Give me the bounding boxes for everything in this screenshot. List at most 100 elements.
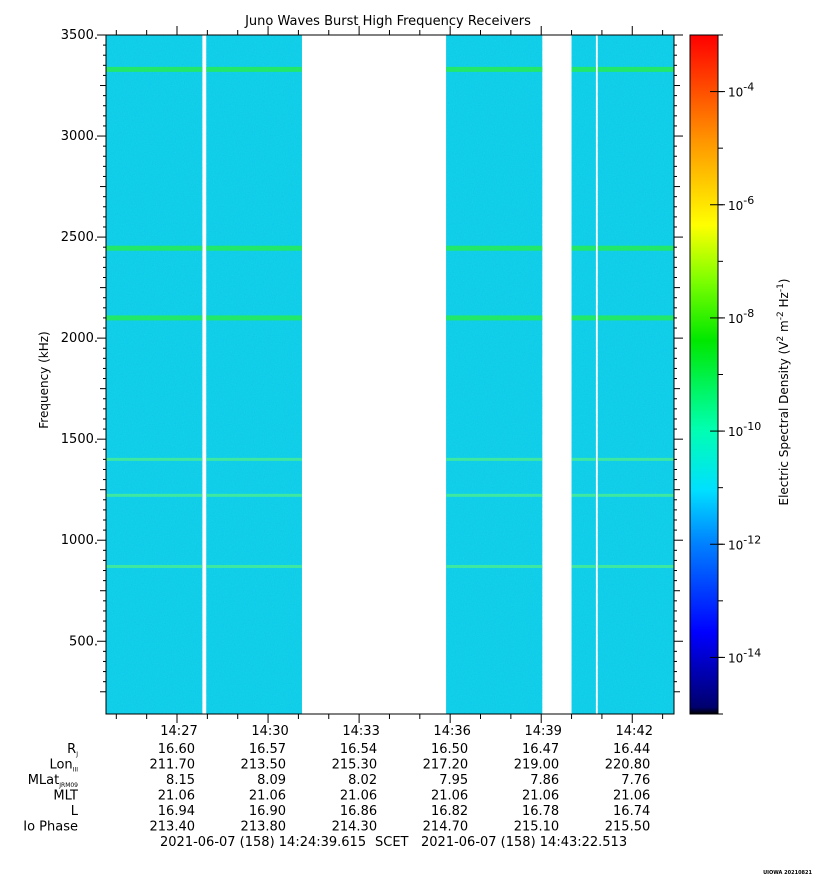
emission-line: [206, 245, 302, 251]
ephemeris-label-text: R: [67, 742, 76, 757]
plot-frame: [105, 34, 675, 715]
emission-line: [597, 315, 674, 321]
ephemeris-value: 16.82: [431, 804, 468, 819]
emission-line: [206, 493, 302, 497]
emission-line: [105, 245, 203, 251]
ephemeris-value: 213.80: [241, 820, 287, 835]
emission-line: [206, 66, 302, 72]
colorbar-tick-exponent: -12: [743, 533, 761, 546]
ephemeris-row-label: LonIII: [49, 758, 78, 774]
emission-line: [105, 493, 203, 497]
colorbar-label-text: Electric Spectral Density (V: [777, 341, 791, 506]
data-panel-noise-3: [571, 35, 596, 714]
colorbar-tick-label: 10-10: [728, 420, 761, 439]
footer-end-time: 2021-06-07 (158) 14:43:22.513: [421, 835, 627, 850]
x-tick-label: 14:33: [342, 724, 379, 739]
data-panel-noise-2: [446, 35, 543, 714]
y-axis-label: Frequency (kHz): [37, 331, 51, 428]
x-axis: 14:27 14:30 14:33 14:36 14:39 14:42: [115, 26, 664, 739]
emission-line: [571, 493, 596, 497]
footer-scet: SCET: [375, 835, 409, 850]
emission-lines: [105, 66, 674, 568]
emission-line: [206, 564, 302, 568]
emission-line: [571, 564, 596, 568]
colorbar-tick-label: 10-8: [728, 307, 754, 326]
y-tick-label: 1500.: [61, 432, 98, 447]
ephemeris-label-text: Lon: [49, 758, 72, 773]
ephemeris-value: 16.57: [249, 742, 286, 757]
colorbar-tick-exponent: -14: [743, 646, 761, 659]
colorbar-label-text: m: [777, 320, 791, 336]
ephemeris-row-label: MLT: [53, 789, 78, 804]
colorbar-tick-label: 10-12: [728, 533, 761, 552]
x-tick-label: 14:27: [160, 724, 197, 739]
footer-start-time: 2021-06-07 (158) 14:24:39.615: [160, 835, 366, 850]
ephemeris-value: 8.02: [348, 773, 377, 788]
ephemeris-value: 21.06: [340, 789, 377, 804]
ephemeris-value: 21.06: [522, 789, 559, 804]
colorbar-label-text: ): [777, 278, 791, 283]
ephemeris-value: 21.06: [249, 789, 286, 804]
y-tick-label: 3000.: [61, 129, 98, 144]
colorbar-tick-base: 10: [728, 312, 743, 326]
emission-line: [571, 66, 596, 72]
ephemeris-value: 211.70: [150, 758, 196, 773]
colorbar-tick-base: 10: [728, 538, 743, 552]
colorbar-label-superscript: -1: [776, 283, 786, 292]
emission-line: [571, 245, 596, 251]
ephemeris-label-text: L: [71, 804, 79, 819]
emission-line: [446, 564, 543, 568]
ephemeris-value: 8.15: [166, 773, 195, 788]
ephemeris-value: 16.78: [522, 804, 559, 819]
y-tick-label: 1000.: [61, 533, 98, 548]
colorbar-tick-base: 10: [728, 199, 743, 213]
credit-stamp: UIOWA 20210821: [763, 870, 812, 876]
emission-line: [446, 315, 543, 321]
ephemeris-row-label: MLatJRM09: [28, 773, 78, 789]
ephemeris-value: 220.80: [605, 758, 651, 773]
y-tick-label: 2500.: [61, 230, 98, 245]
ephemeris-row-label: L: [71, 804, 79, 819]
ephemeris-value: 217.20: [423, 758, 469, 773]
colorbar-label-text: Hz: [777, 292, 791, 311]
ephemeris-value: 21.06: [613, 789, 650, 804]
ephemeris-value: 219.00: [514, 758, 560, 773]
ephemeris-label-text: MLT: [53, 789, 78, 804]
x-tick-label: 14:36: [433, 724, 470, 739]
emission-line: [446, 66, 543, 72]
ephemeris-table: RJ 16.60 16.57 16.54 16.50 16.47 16.44 LonIII 21…: [23, 742, 650, 835]
emission-line: [597, 493, 674, 497]
ephemeris-value: 213.50: [241, 758, 287, 773]
data-panel-noise-4: [597, 35, 674, 714]
ephemeris-value: 16.86: [340, 804, 377, 819]
x-tick-label: 14:30: [251, 724, 288, 739]
ephemeris-value: 16.90: [249, 804, 286, 819]
ephemeris-value: 16.54: [340, 742, 377, 757]
spectrogram-panels: [105, 35, 674, 714]
ephemeris-label-subscript: J: [75, 751, 78, 758]
emission-line: [446, 457, 543, 461]
data-panel-noise-0: [105, 35, 203, 714]
chart-title: Juno Waves Burst High Frequency Receiver…: [244, 14, 531, 29]
colorbar-label: Electric Spectral Density (V2 m-2 Hz-1): [776, 278, 791, 505]
emission-line: [597, 564, 674, 568]
emission-line: [597, 66, 674, 72]
x-tick-label: 14:42: [616, 724, 653, 739]
ephemeris-value: 7.95: [439, 773, 468, 788]
ephemeris-value: 214.70: [423, 820, 469, 835]
ephemeris-value: 16.50: [431, 742, 468, 757]
y-axis: 500. 1000. 1500. 2000. 2500. 3000. 3500.: [61, 28, 683, 693]
emission-line: [206, 315, 302, 321]
y-tick-label: 2000.: [61, 331, 98, 346]
ephemeris-value: 214.30: [332, 820, 378, 835]
ephemeris-row-label: RJ: [67, 742, 78, 758]
colorbar-tick-base: 10: [728, 651, 743, 665]
emission-line: [206, 457, 302, 461]
ephemeris-value: 21.06: [431, 789, 468, 804]
colorbar-tick-label: 10-4: [728, 81, 754, 100]
ephemeris-value: 16.94: [158, 804, 195, 819]
ephemeris-value: 16.60: [158, 742, 195, 757]
colorbar-tick-base: 10: [728, 86, 743, 100]
emission-line: [105, 66, 203, 72]
ephemeris-value: 7.86: [530, 773, 559, 788]
